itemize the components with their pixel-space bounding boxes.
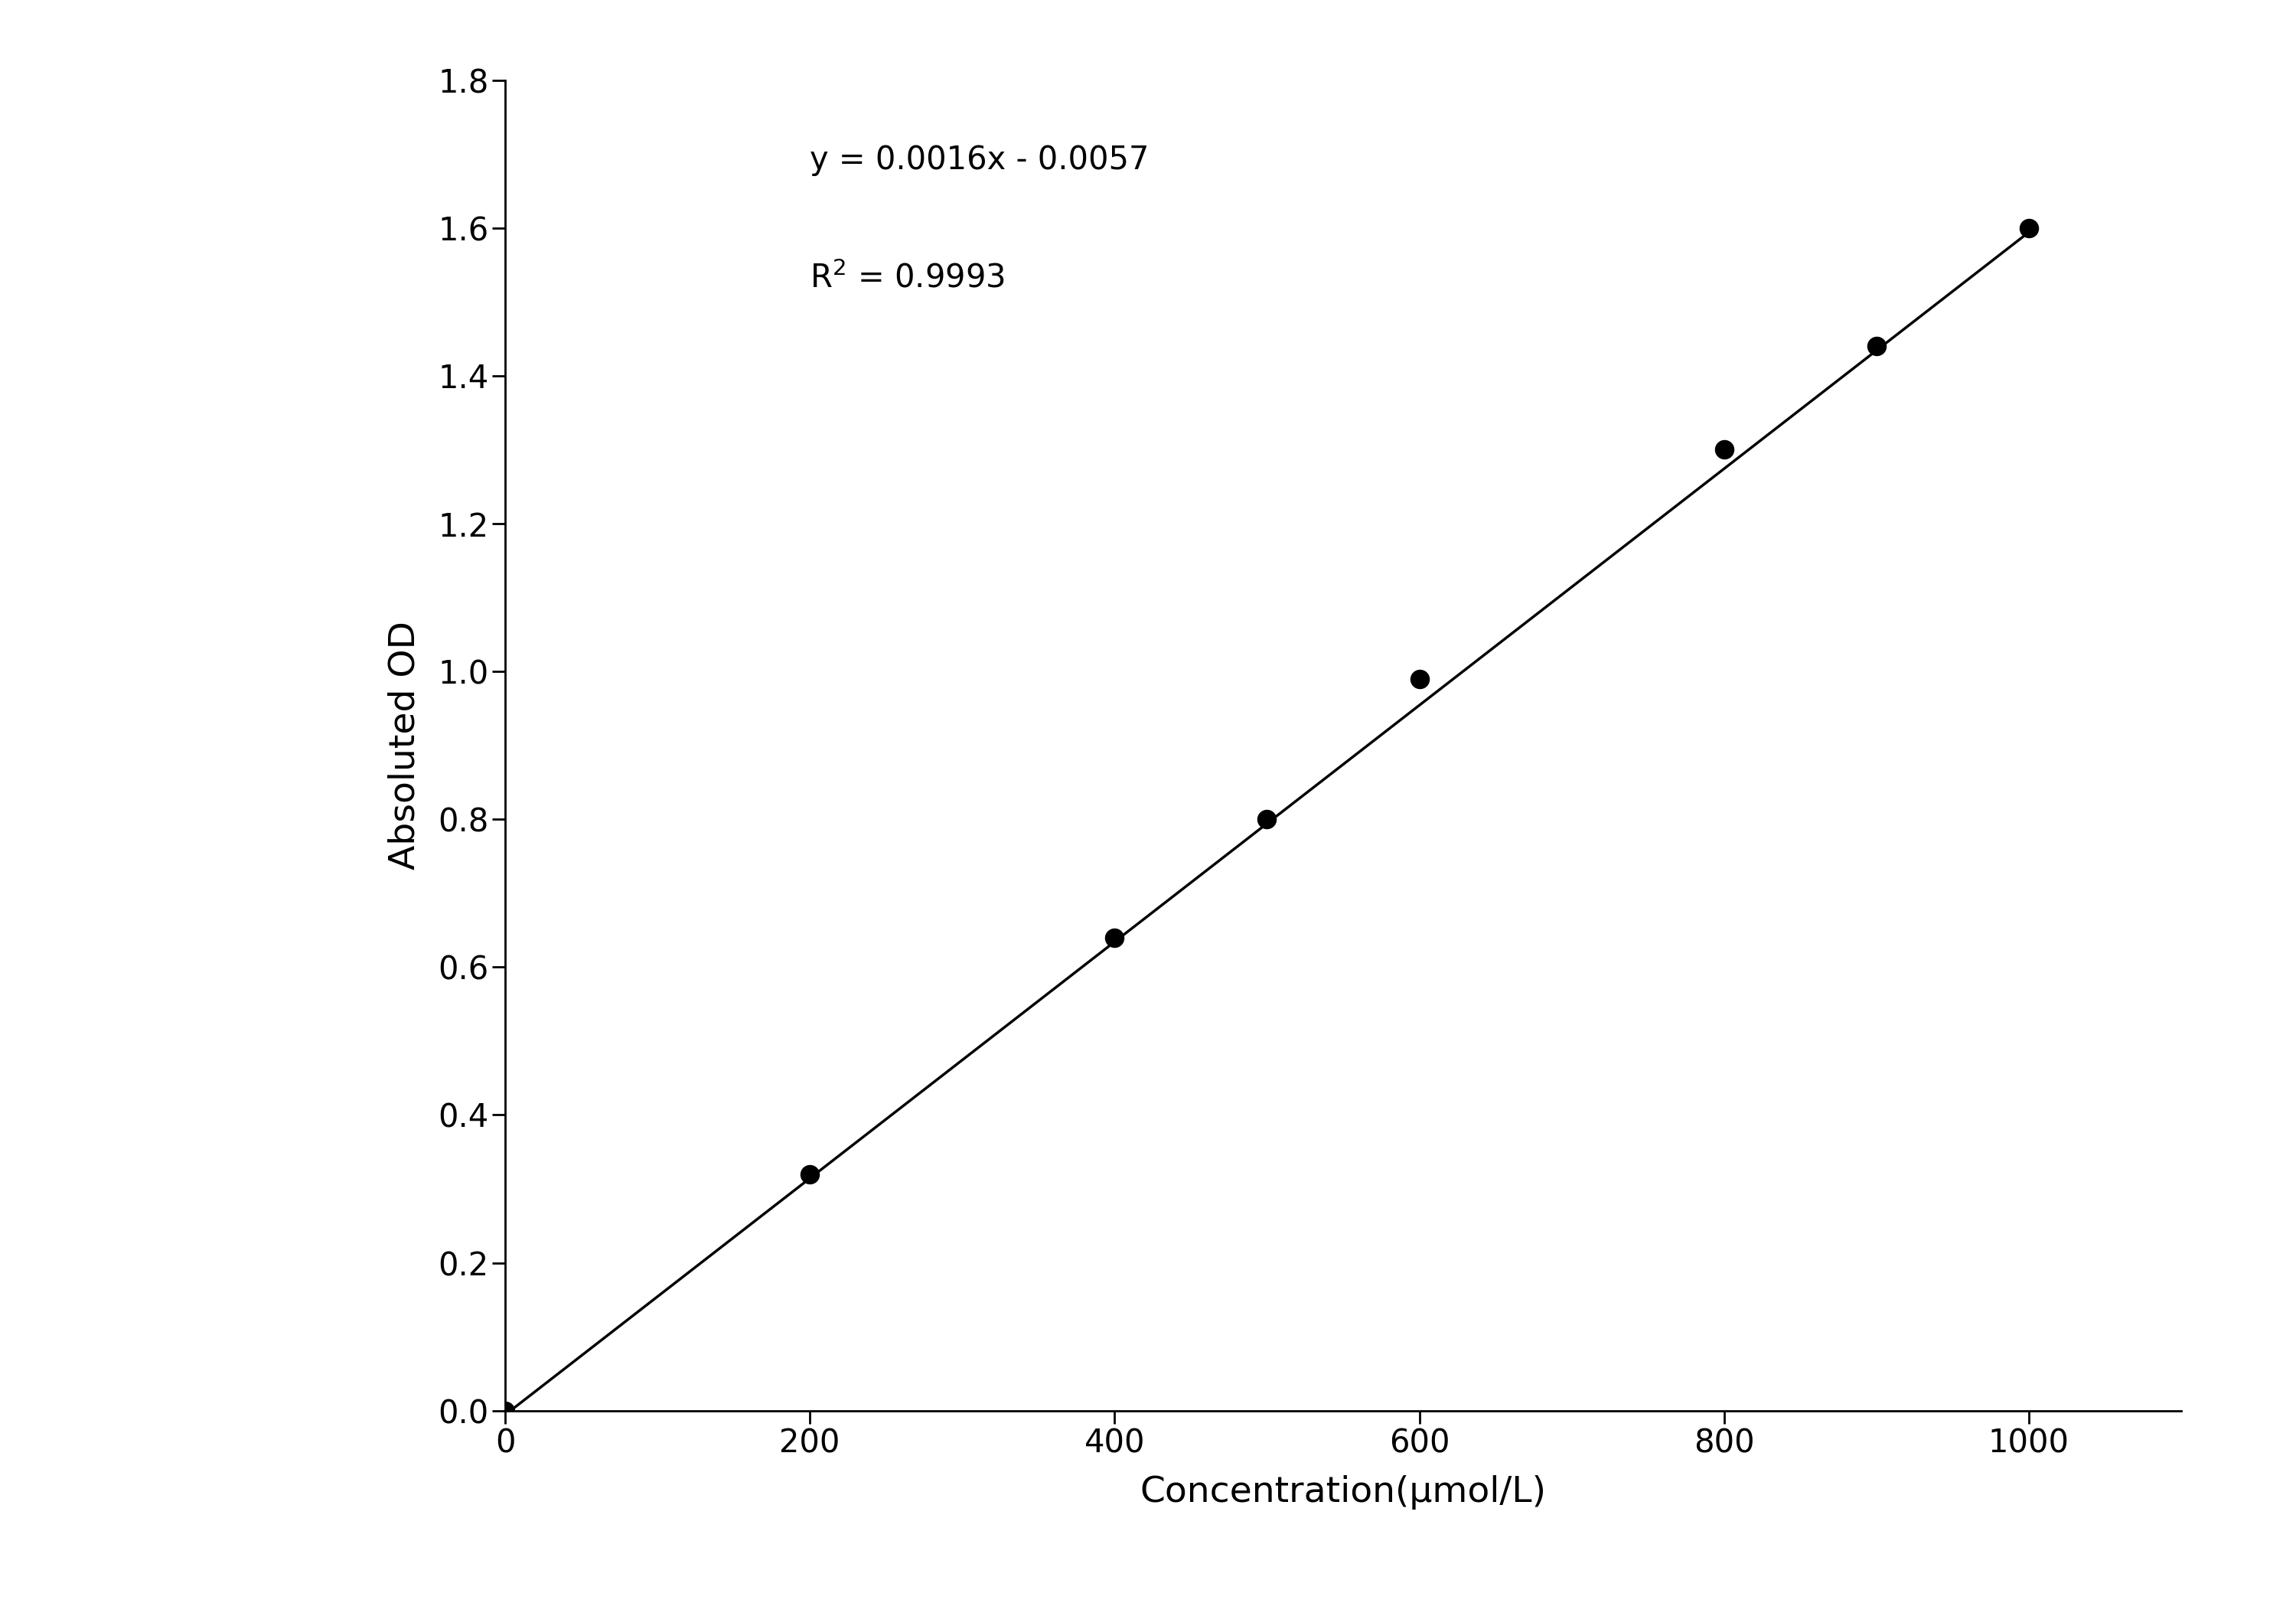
Point [1857, 333, 1894, 359]
Text: y = 0.0016x - 0.0057: y = 0.0016x - 0.0057 [810, 144, 1150, 176]
Point [792, 1161, 829, 1186]
Point [1095, 925, 1132, 951]
Y-axis label: Absoluted OD: Absoluted OD [388, 620, 422, 870]
Point [1401, 667, 1437, 692]
Point [1706, 438, 1743, 463]
Point [2011, 215, 2048, 240]
X-axis label: Concentration(μmol/L): Concentration(μmol/L) [1139, 1475, 1548, 1510]
Point [1249, 806, 1286, 832]
Point [487, 1398, 523, 1423]
Text: R$^2$ = 0.9993: R$^2$ = 0.9993 [810, 261, 1006, 293]
